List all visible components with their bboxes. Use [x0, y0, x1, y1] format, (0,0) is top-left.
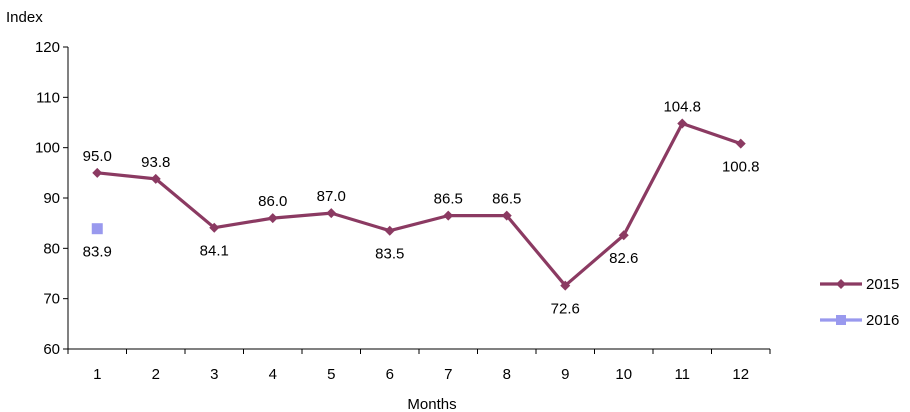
y-tick-label: 70 — [43, 291, 60, 308]
legend-item-2016: 2016 — [820, 312, 899, 329]
data-label: 100.8 — [722, 159, 760, 176]
data-label: 86.5 — [492, 191, 521, 208]
data-label: 84.1 — [200, 243, 229, 260]
data-label: 86.0 — [258, 193, 287, 210]
data-point — [150, 173, 161, 184]
x-tick-label: 6 — [386, 366, 394, 383]
data-point — [267, 213, 278, 224]
y-axis-title: Index — [6, 9, 43, 26]
y-tick-label: 90 — [43, 190, 60, 207]
data-label: 72.6 — [551, 301, 580, 318]
x-axis-title: Months — [407, 396, 456, 412]
y-tick-label: 60 — [43, 341, 60, 358]
series-2015: 95.0 93.8 84.1 86.0 87.0 83.5 86.5 86.5 72.6 82.6… — [83, 99, 760, 318]
data-point — [836, 279, 846, 289]
data-label: 93.8 — [141, 154, 170, 171]
data-point — [91, 223, 103, 235]
data-point — [677, 118, 688, 129]
data-point — [618, 230, 629, 241]
data-point — [443, 210, 454, 221]
data-point — [735, 138, 746, 149]
data-label: 87.0 — [317, 188, 346, 205]
series-2016: 83.9 — [83, 223, 112, 261]
series-layer: 95.0 93.8 84.1 86.0 87.0 83.5 86.5 86.5 72.6 82.6… — [83, 99, 760, 318]
y-tick-label: 120 — [35, 39, 60, 56]
data-point — [501, 210, 512, 221]
legend-label: 2016 — [866, 312, 899, 329]
x-tick-label: 11 — [674, 366, 690, 383]
legend-item-2015: 2015 — [820, 276, 899, 293]
x-tick-label: 5 — [327, 366, 335, 383]
data-label: 83.9 — [83, 244, 112, 261]
data-point — [384, 225, 395, 236]
data-point — [836, 315, 846, 325]
x-tick-label: 8 — [503, 366, 511, 383]
data-point — [560, 280, 571, 291]
data-label: 86.5 — [434, 191, 463, 208]
x-tick-label: 4 — [269, 366, 277, 383]
y-axis-ticks: 60 70 80 90 100 110 120 — [35, 39, 68, 358]
x-tick-label: 12 — [732, 366, 749, 383]
series-line — [97, 121, 742, 288]
data-label: 83.5 — [375, 246, 404, 263]
x-tick-label: 2 — [152, 366, 160, 383]
x-tick-label: 9 — [561, 366, 569, 383]
data-label: 82.6 — [609, 250, 638, 267]
legend-label: 2015 — [866, 276, 899, 293]
data-label: 104.8 — [663, 99, 701, 116]
x-tick-label: 10 — [615, 366, 632, 383]
y-tick-label: 100 — [35, 140, 60, 157]
x-tick-label: 7 — [444, 366, 452, 383]
y-tick-label: 110 — [36, 89, 60, 106]
data-point — [92, 167, 103, 178]
x-axis-ticks: 1 2 3 4 5 6 7 8 9 10 11 12 — [67, 349, 771, 383]
data-label: 95.0 — [83, 148, 112, 165]
x-tick-label: 1 — [93, 366, 101, 383]
data-point — [209, 222, 220, 233]
x-tick-label: 3 — [210, 366, 218, 383]
y-tick-label: 80 — [43, 240, 60, 257]
legend: 2015 2016 — [820, 276, 899, 329]
data-point — [326, 208, 337, 219]
